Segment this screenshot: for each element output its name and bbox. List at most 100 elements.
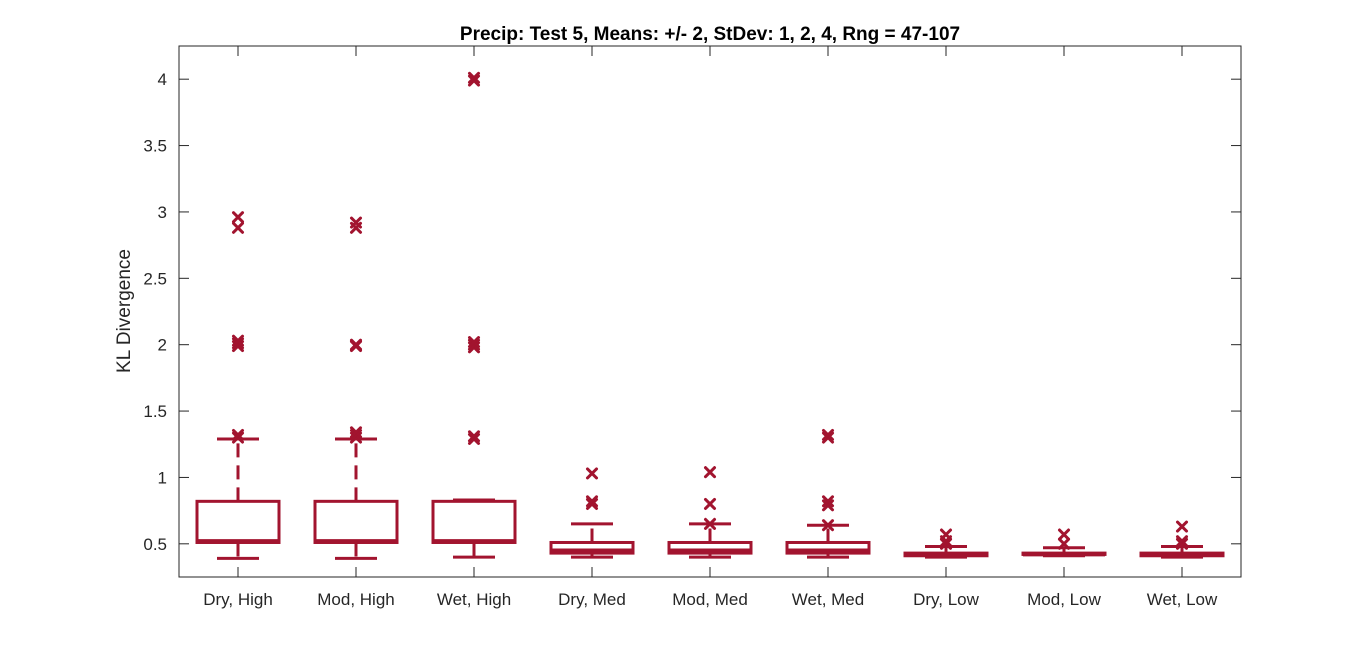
outlier-marker — [940, 537, 952, 550]
outlier-stroke — [704, 497, 716, 510]
y-tick-label: 3.5 — [143, 137, 167, 156]
chart-title: Precip: Test 5, Means: +/- 2, StDev: 1, … — [460, 24, 960, 45]
x-tick-label: Wet, High — [437, 590, 511, 609]
outlier-marker — [822, 519, 834, 532]
outlier-marker — [468, 71, 480, 84]
outlier-marker — [586, 495, 598, 508]
outlier-marker — [232, 431, 244, 444]
outlier-marker — [1176, 520, 1188, 533]
outlier-stroke — [468, 71, 480, 84]
outlier-stroke — [350, 338, 362, 351]
outlier-stroke — [1176, 537, 1188, 550]
outlier-stroke — [232, 431, 244, 444]
box-group-1 — [195, 211, 281, 560]
outlier-stroke — [468, 338, 480, 351]
outlier-stroke — [350, 426, 362, 439]
outlier-stroke — [350, 428, 362, 441]
outlier-marker — [704, 497, 716, 510]
outlier-marker — [586, 497, 598, 510]
y-tick-label: 4 — [158, 70, 167, 89]
outlier-marker — [940, 528, 952, 541]
outlier-stroke — [468, 74, 480, 87]
box-group-2 — [313, 216, 399, 560]
outlier-marker — [468, 432, 480, 445]
outlier-marker — [232, 221, 244, 234]
outlier-stroke — [350, 216, 362, 229]
outlier-stroke — [586, 495, 598, 508]
outlier-marker — [822, 431, 834, 444]
box-group-3 — [431, 71, 517, 559]
x-tick-label: Dry, High — [203, 590, 273, 609]
outlier-marker — [704, 517, 716, 530]
x-tick-label: Dry, Low — [913, 590, 980, 609]
outlier-stroke — [822, 519, 834, 532]
y-tick-label: 0.5 — [143, 535, 167, 554]
box-iqr — [667, 540, 753, 555]
box-group-4 — [549, 467, 635, 559]
box-group-7 — [903, 528, 989, 559]
outlier-marker — [468, 336, 480, 349]
outlier-stroke — [822, 428, 834, 441]
marks-layer — [195, 71, 1225, 560]
box-iqr — [549, 540, 635, 555]
y-tick-label: 2 — [158, 336, 167, 355]
outlier-stroke — [586, 467, 598, 480]
outlier-marker — [350, 428, 362, 441]
outlier-marker — [822, 495, 834, 508]
outlier-stroke — [232, 334, 244, 347]
outlier-stroke — [940, 528, 952, 541]
outlier-stroke — [468, 336, 480, 349]
y-tick-label: 3 — [158, 203, 167, 222]
x-tick-label: Mod, Low — [1027, 590, 1101, 609]
outlier-marker — [468, 430, 480, 443]
x-tick-label: Wet, Med — [792, 590, 864, 609]
outlier-marker — [586, 467, 598, 480]
outlier-marker — [1058, 537, 1070, 550]
outlier-stroke — [1058, 528, 1070, 541]
outlier-marker — [350, 338, 362, 351]
outlier-marker — [232, 337, 244, 350]
outlier-stroke — [822, 495, 834, 508]
plot-area-background — [179, 46, 1241, 577]
outlier-marker — [468, 74, 480, 87]
y-tick-label: 2.5 — [143, 269, 167, 288]
box-group-8 — [1021, 528, 1107, 558]
outlier-stroke — [232, 337, 244, 350]
outlier-marker — [822, 428, 834, 441]
outlier-marker — [468, 338, 480, 351]
outlier-marker — [350, 216, 362, 229]
outlier-stroke — [586, 497, 598, 510]
box-group-6 — [785, 428, 871, 559]
x-tick-label: Dry, Med — [558, 590, 626, 609]
y-tick-label: 1.5 — [143, 402, 167, 421]
box-group-9 — [1139, 520, 1225, 559]
outlier-stroke — [704, 466, 716, 479]
y-tick-label: 1 — [158, 468, 167, 487]
outlier-stroke — [1176, 535, 1188, 548]
outlier-stroke — [704, 517, 716, 530]
outlier-marker — [1058, 528, 1070, 541]
outlier-stroke — [822, 431, 834, 444]
outlier-stroke — [468, 430, 480, 443]
x-tick-label: Mod, High — [317, 590, 394, 609]
outlier-stroke — [940, 537, 952, 550]
outlier-stroke — [1176, 520, 1188, 533]
x-tick-label: Mod, Med — [672, 590, 748, 609]
y-axis-label: KL Divergence — [114, 249, 135, 373]
outlier-stroke — [232, 428, 244, 441]
outlier-marker — [704, 466, 716, 479]
outlier-stroke — [232, 211, 244, 224]
outlier-marker — [350, 426, 362, 439]
box-group-5 — [667, 466, 753, 559]
outlier-marker — [1176, 535, 1188, 548]
outlier-stroke — [232, 221, 244, 234]
outlier-marker — [1176, 537, 1188, 550]
box-iqr — [785, 540, 871, 555]
outlier-stroke — [1058, 537, 1070, 550]
ticks-layer: 0.5 1 1.5 2 2.5 3 3.5 4 Dry, High Mod, High Wet, H… — [143, 46, 1241, 609]
x-tick-label: Wet, Low — [1147, 590, 1218, 609]
outlier-marker — [232, 428, 244, 441]
outlier-marker — [232, 211, 244, 224]
